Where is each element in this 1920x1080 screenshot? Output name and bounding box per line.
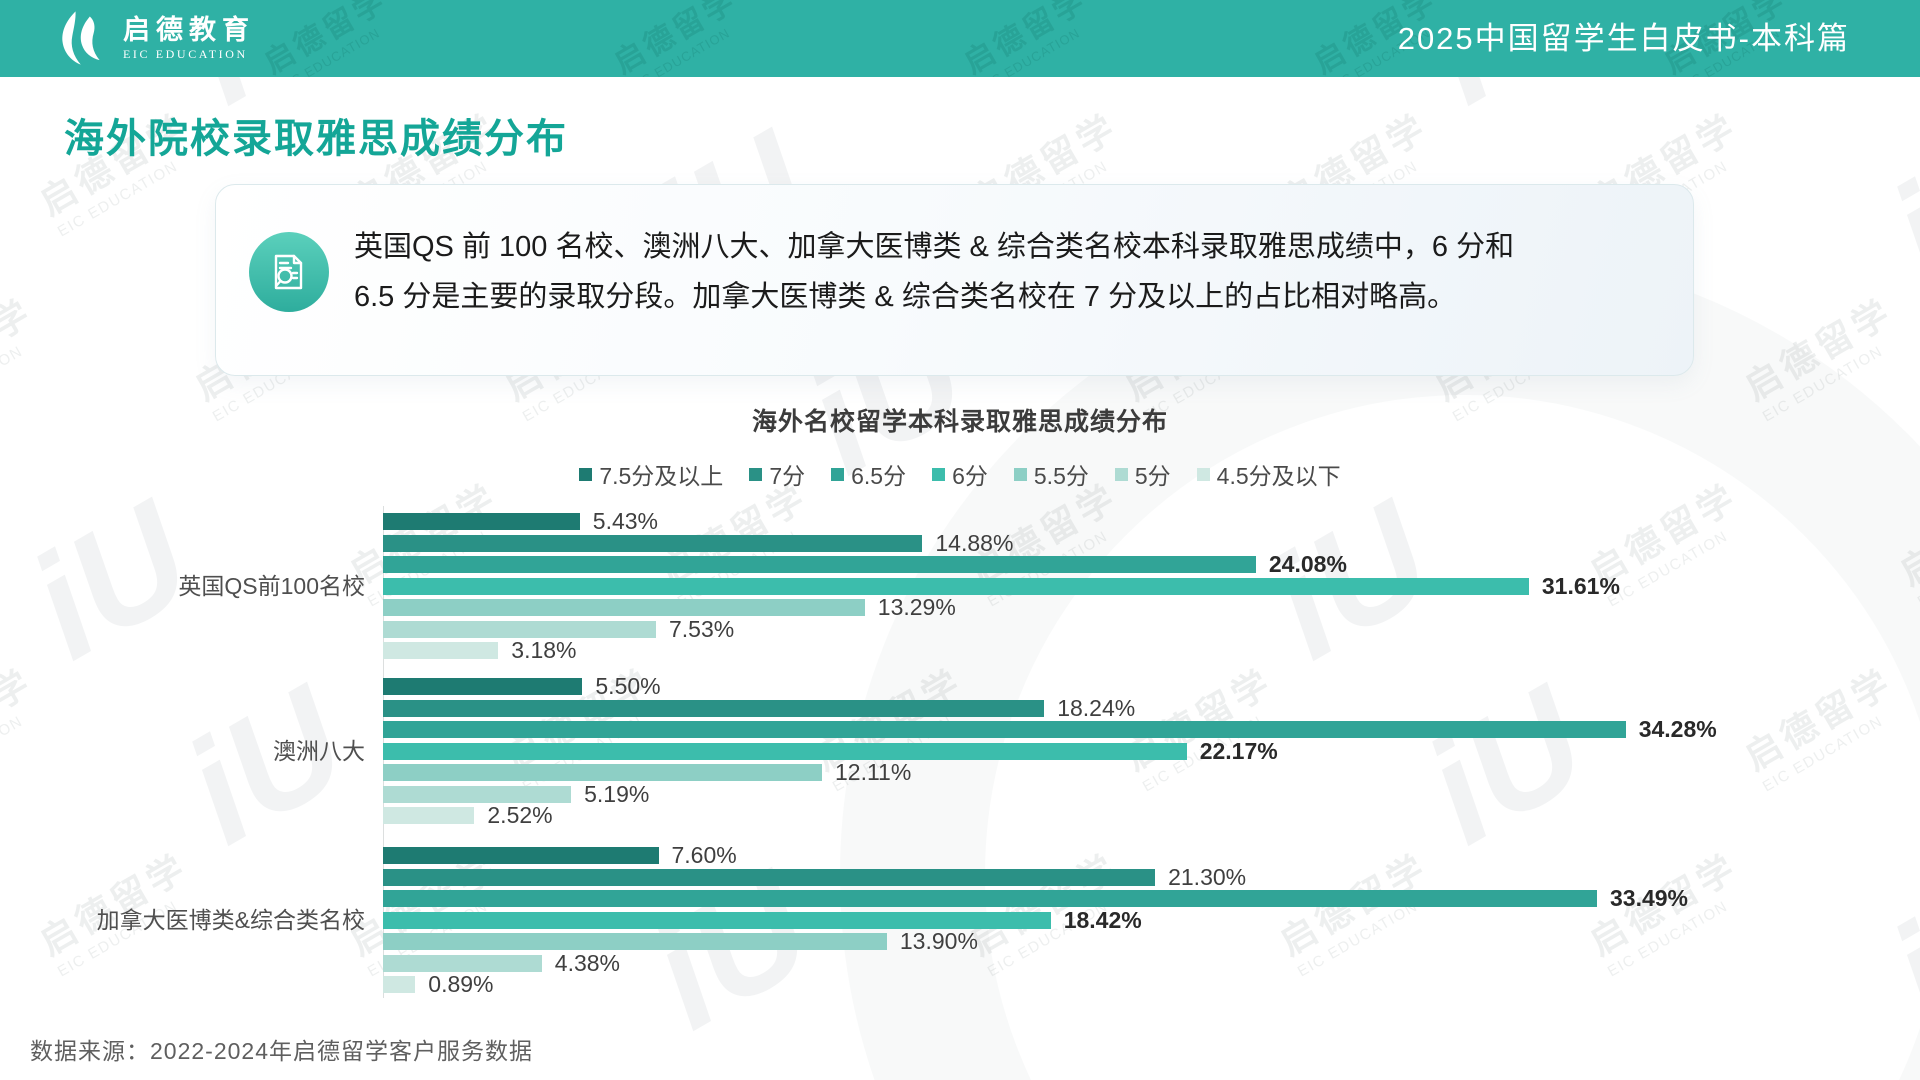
brand-text: 启德教育 EIC EDUCATION: [123, 15, 255, 62]
legend-item: 5.5分: [1013, 457, 1089, 491]
summary-text: 英国QS 前 100 名校、澳洲八大、加拿大医博类 & 综合类名校本科录取雅思成…: [354, 222, 1674, 322]
brand: 启德教育 EIC EDUCATION: [58, 9, 255, 67]
bar: [383, 785, 572, 803]
legend-label: 7分: [769, 463, 806, 489]
brand-subtitle: EIC EDUCATION: [123, 46, 248, 61]
legend-label: 4.5分及以下: [1216, 463, 1341, 489]
bar: [383, 620, 656, 638]
header-bar: 启德教育 EIC EDUCATION 2025中国留学生白皮书-本科篇 启德留学…: [0, 0, 1920, 77]
bar-value-label: 21.30%: [1168, 863, 1247, 890]
brand-name: 启德教育: [123, 14, 255, 45]
bar: [383, 678, 583, 695]
bar: [383, 933, 887, 950]
bar: [383, 577, 1529, 595]
header-watermark-text: 启德留学 EIC EDUCATION: [958, 0, 1094, 77]
bar: [383, 556, 1256, 573]
bar: [383, 807, 475, 824]
header-watermark-text: 启德留学 EIC EDUCATION: [608, 0, 744, 77]
bar: [383, 742, 1187, 760]
chart-legend: 7.5分及以上 7分 6.5分 6分 5.5分 5分 4.5分及以下: [0, 457, 1920, 491]
bar-value-label: 14.88%: [935, 529, 1014, 556]
category-label: 澳洲八大: [273, 738, 365, 764]
bar-value-label: 33.49%: [1610, 885, 1689, 911]
legend-swatch: [749, 467, 763, 481]
bar-value-label: 5.19%: [584, 780, 650, 807]
chart-title: 海外名校留学本科录取雅思成绩分布: [751, 408, 1168, 436]
bar: [383, 847, 659, 864]
bar: [383, 642, 499, 659]
summary-line-2: 6.5 分是主要的录取分段。加拿大医博类 & 综合类名校在 7 分及以上的占比相…: [354, 281, 1457, 313]
legend-label: 6.5分: [851, 463, 907, 489]
legend-swatch: [579, 467, 593, 481]
document-search-icon: [249, 232, 329, 312]
legend-item: 4.5分及以下: [1196, 457, 1341, 491]
legend-swatch: [831, 467, 845, 481]
category-label: 加拿大医博类&综合类名校: [96, 907, 365, 933]
legend-label: 5.5分: [1033, 463, 1089, 489]
legend-item: 5分: [1114, 457, 1171, 491]
bar-value-label: 4.38%: [554, 949, 621, 976]
bar-value-label: 5.43%: [592, 508, 659, 534]
bar: [383, 911, 1051, 929]
data-source: 数据来源：2022-2024年启德留学客户服务数据: [30, 1038, 533, 1064]
category-label: 英国QS前100名校: [178, 573, 365, 599]
bar-value-label: 12.11%: [835, 759, 912, 785]
legend-swatch: [1196, 467, 1210, 481]
report-title: 2025中国留学生白皮书-本科篇: [1397, 21, 1850, 56]
bar: [383, 976, 416, 993]
eic-logo-icon: [62, 11, 100, 65]
legend-label: 6分: [952, 463, 988, 489]
bar-value-label: 7.60%: [671, 842, 737, 868]
bar-value-label: 5.50%: [595, 673, 661, 699]
bar: [383, 954, 542, 972]
bar: [383, 868, 1156, 886]
legend-swatch: [1114, 467, 1128, 481]
bar-value-label: 0.89%: [428, 971, 494, 997]
page-title: 海外院校录取雅思成绩分布: [64, 117, 568, 161]
bar-value-label: 24.08%: [1268, 551, 1347, 577]
bar: [383, 599, 865, 616]
legend-item: 6.5分: [831, 457, 906, 491]
bar: [383, 764, 822, 781]
bar-value-label: 34.28%: [1638, 716, 1717, 742]
bar: [383, 699, 1045, 717]
legend-item: 6分: [932, 457, 988, 491]
legend-label: 7.5分及以上: [599, 463, 724, 489]
bar: [383, 534, 923, 552]
legend-swatch: [932, 467, 946, 481]
bar-value-label: 2.52%: [487, 802, 553, 828]
legend-label: 5分: [1134, 463, 1171, 489]
bar-value-label: 13.90%: [899, 928, 978, 954]
legend-item: 7.5分及以上: [579, 457, 723, 491]
bar: [383, 513, 580, 530]
legend-swatch: [1013, 467, 1027, 481]
bar-value-label: 18.42%: [1063, 906, 1142, 933]
bar-value-label: 22.17%: [1199, 737, 1278, 764]
legend-item: 7分: [749, 457, 805, 491]
bar-value-label: 13.29%: [877, 594, 956, 620]
bar-value-label: 3.18%: [511, 637, 577, 663]
bar-value-label: 18.24%: [1057, 694, 1136, 721]
summary-line-1: 英国QS 前 100 名校、澳洲八大、加拿大医博类 & 综合类名校本科录取雅思成…: [354, 231, 1515, 263]
bar-value-label: 31.61%: [1541, 572, 1620, 599]
header-watermark-text: 启德留学 EIC EDUCATION: [258, 0, 394, 77]
bar: [383, 721, 1626, 738]
bar-value-label: 7.53%: [669, 615, 735, 642]
summary-box: 英国QS 前 100 名校、澳洲八大、加拿大医博类 & 综合类名校本科录取雅思成…: [215, 184, 1694, 376]
bar: [383, 890, 1597, 907]
